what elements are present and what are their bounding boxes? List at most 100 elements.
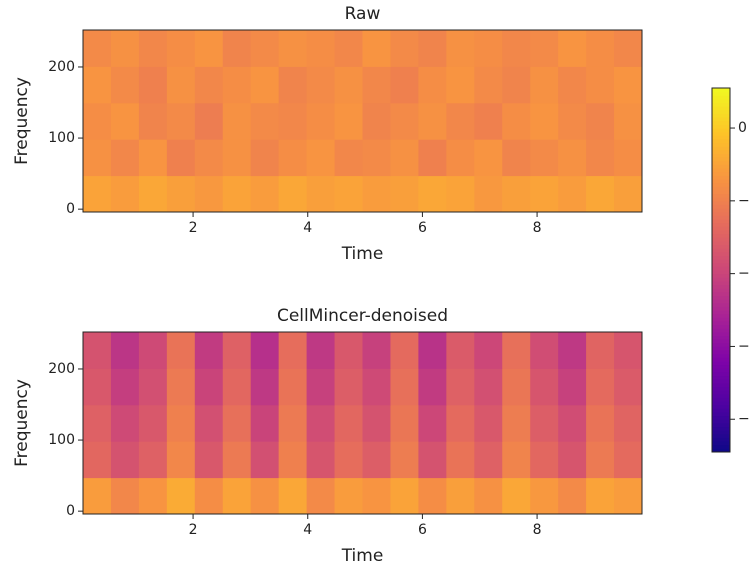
heatmap-cell	[530, 66, 559, 104]
heatmap-cell	[614, 66, 643, 104]
heatmap-cell	[362, 66, 391, 104]
heatmap-cell	[474, 332, 503, 369]
heatmap-cell	[138, 175, 168, 213]
colorbar-swatch	[712, 251, 730, 256]
heatmap-cell	[166, 175, 196, 213]
colorbar-swatch	[712, 375, 730, 380]
colorbar-swatch	[712, 124, 730, 129]
heatmap-cell	[110, 441, 140, 479]
heatmap-cell	[586, 404, 615, 442]
colorbar-swatch	[712, 186, 730, 191]
heatmap-cell	[446, 66, 475, 104]
heatmap-cell	[474, 175, 503, 213]
heatmap-cell	[278, 332, 308, 369]
colorbar-swatch	[712, 419, 730, 424]
heatmap-cell	[194, 66, 224, 104]
heatmap-cell	[138, 332, 168, 369]
colorbar-swatch	[712, 361, 730, 366]
colorbar-swatch	[712, 240, 730, 246]
heatmap-cell	[530, 102, 559, 140]
heatmap-cell	[194, 30, 224, 67]
colorbar-swatch	[712, 270, 730, 275]
colorbar-swatch	[712, 153, 730, 158]
heatmap-cell	[586, 139, 615, 177]
colorbar-swatch	[712, 237, 730, 242]
colorbar-swatch	[712, 397, 730, 402]
heatmap-cell	[474, 404, 503, 442]
heatmap-cell	[138, 30, 168, 67]
heatmap-cell	[418, 332, 447, 369]
heatmap-cell	[614, 404, 643, 442]
heatmap-cell	[418, 477, 447, 515]
heatmap-cell	[110, 332, 140, 369]
heatmap-cell	[474, 139, 503, 177]
heatmap-cell	[194, 477, 224, 515]
colorbar-swatch	[712, 371, 730, 377]
colorbar-swatch	[712, 306, 730, 311]
heatmap-cell	[502, 102, 531, 140]
colorbar-swatch	[712, 382, 730, 387]
heatmap-cell	[222, 368, 252, 406]
heatmap-cell	[502, 139, 531, 177]
heatmap-cell	[194, 404, 224, 442]
heatmap-cell	[334, 368, 363, 406]
heatmap-cell	[222, 477, 252, 515]
heatmap-cell	[83, 477, 112, 515]
colorbar-swatch	[712, 128, 730, 133]
colorbar-swatch	[712, 208, 730, 213]
x-tick-label: 8	[533, 522, 542, 538]
heatmap-cell	[390, 441, 419, 479]
heatmap-cell	[362, 332, 391, 369]
colorbar-swatch	[712, 411, 730, 417]
colorbar-swatch	[712, 299, 730, 304]
colorbar-swatch	[712, 393, 730, 398]
heatmap-cell	[138, 139, 168, 177]
colorbar-swatch	[712, 98, 730, 104]
colorbar-swatch	[712, 422, 730, 428]
heatmap-cell	[446, 30, 475, 67]
colorbar-tick-label: −40	[738, 266, 750, 282]
heatmap-cell	[306, 175, 336, 213]
colorbar-swatch	[712, 113, 730, 118]
axes-title: Raw	[345, 4, 381, 24]
heatmap-cell	[83, 139, 112, 177]
heatmap-cell	[502, 441, 531, 479]
heatmap-cell	[474, 441, 503, 479]
heatmap-cell	[334, 441, 363, 479]
colorbar-swatch	[712, 182, 730, 187]
colorbar-swatch	[712, 368, 730, 373]
colorbar-swatch	[712, 408, 730, 413]
heatmap-cell	[166, 404, 196, 442]
colorbar-swatch	[712, 106, 730, 111]
heatmap-cell	[502, 332, 531, 369]
heatmap-cell	[83, 441, 112, 479]
colorbar-swatch	[712, 204, 730, 209]
heatmap-cell	[250, 404, 280, 442]
heatmap-cell	[138, 404, 168, 442]
heatmap-cell	[306, 30, 336, 67]
heatmap-cell	[530, 30, 559, 67]
heatmap-cell	[222, 175, 252, 213]
heatmap-cell	[362, 30, 391, 67]
heatmap-cell	[278, 66, 308, 104]
heatmap-cell	[110, 404, 140, 442]
colorbar-swatch	[712, 291, 730, 296]
colorbar-swatch	[712, 353, 730, 358]
heatmap-cell	[446, 477, 475, 515]
heatmap-cell	[446, 368, 475, 406]
heatmap-cell	[362, 139, 391, 177]
colorbar-swatch	[712, 226, 730, 231]
heatmap-cell	[614, 441, 643, 479]
heatmap-cell	[110, 175, 140, 213]
heatmap-cell	[502, 175, 531, 213]
colorbar-swatch	[712, 120, 730, 125]
heatmap-cell	[614, 332, 643, 369]
colorbar-swatch	[712, 215, 730, 220]
heatmap-cell	[558, 102, 587, 140]
heatmap-cell	[83, 404, 112, 442]
heatmap-cell	[166, 30, 196, 67]
heatmap-cell	[278, 368, 308, 406]
heatmap-cell	[250, 368, 280, 406]
heatmap-cell	[446, 102, 475, 140]
heatmap-cell	[586, 477, 615, 515]
